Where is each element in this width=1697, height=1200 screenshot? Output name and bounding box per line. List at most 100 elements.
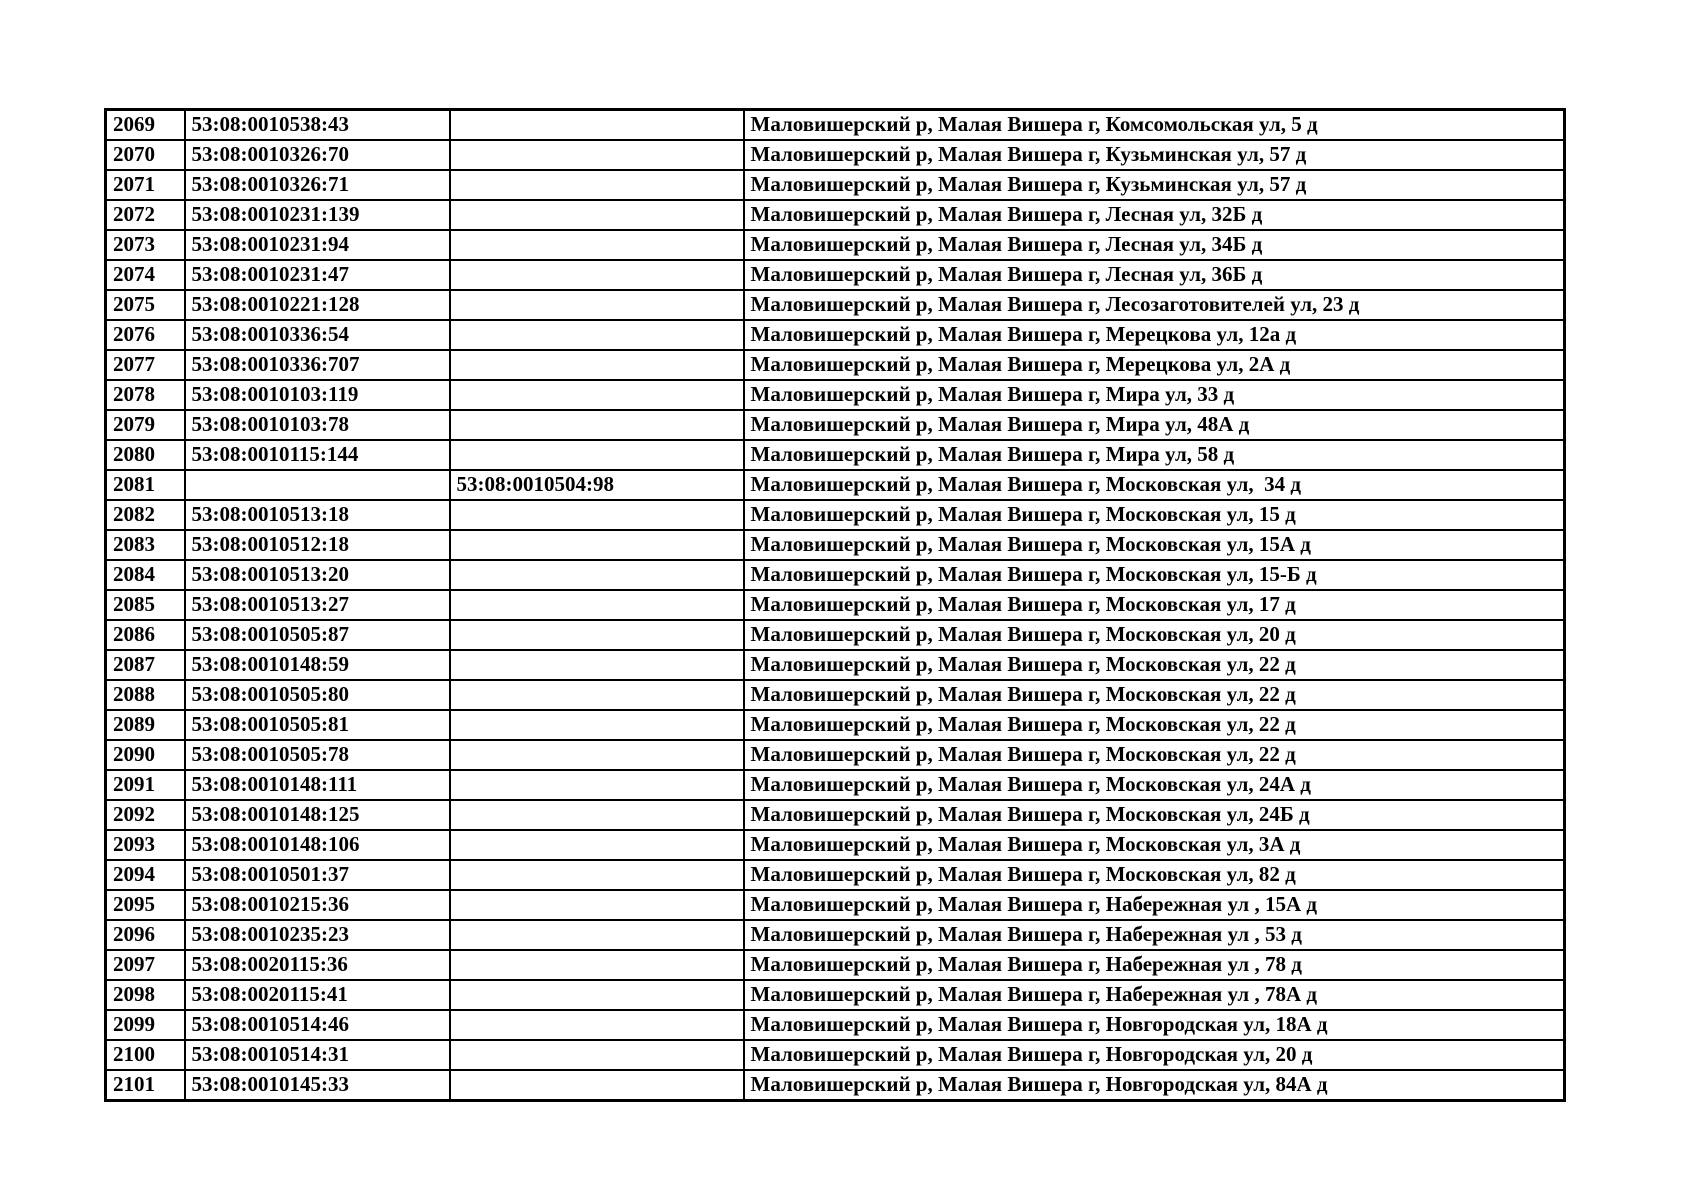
secondary-cadastral-number-cell xyxy=(448,1069,745,1102)
secondary-cadastral-number-cell xyxy=(448,919,745,951)
secondary-cadastral-number-cell: 53:08:0010504:98 xyxy=(448,469,745,501)
address-cell: Маловишерский р, Малая Вишера г, Мира ул… xyxy=(742,379,1566,411)
row-number-cell: 2089 xyxy=(104,709,186,741)
cadastral-number-cell: 53:08:0010148:125 xyxy=(183,799,451,831)
address-cell: Маловишерский р, Малая Вишера г, Московс… xyxy=(742,559,1566,591)
address-cell: Маловишерский р, Малая Вишера г, Московс… xyxy=(742,589,1566,621)
row-number-cell: 2101 xyxy=(104,1069,186,1102)
address-cell: Маловишерский р, Малая Вишера г, Московс… xyxy=(742,709,1566,741)
address-cell: Маловишерский р, Малая Вишера г, Мерецко… xyxy=(742,349,1566,381)
cadastral-number-cell: 53:08:0010148:59 xyxy=(183,649,451,681)
secondary-cadastral-number-cell xyxy=(448,1009,745,1041)
address-cell: Маловишерский р, Малая Вишера г, Мира ул… xyxy=(742,439,1566,471)
cadastral-number-cell: 53:08:0010221:128 xyxy=(183,289,451,321)
table-row: 2083 53:08:0010512:18 Маловишерский р, М… xyxy=(104,529,1566,561)
row-number-cell: 2073 xyxy=(104,229,186,261)
address-cell: Маловишерский р, Малая Вишера г, Новгоро… xyxy=(742,1039,1566,1071)
table-row: 2096 53:08:0010235:23 Маловишерский р, М… xyxy=(104,919,1566,951)
address-cell: Маловишерский р, Малая Вишера г, Московс… xyxy=(742,799,1566,831)
secondary-cadastral-number-cell xyxy=(448,679,745,711)
cadastral-number-cell: 53:08:0010512:18 xyxy=(183,529,451,561)
table-row: 2090 53:08:0010505:78 Маловишерский р, М… xyxy=(104,739,1566,771)
table-row: 2075 53:08:0010221:128 Маловишерский р, … xyxy=(104,289,1566,321)
row-number-cell: 2070 xyxy=(104,139,186,171)
row-number-cell: 2071 xyxy=(104,169,186,201)
secondary-cadastral-number-cell xyxy=(448,169,745,201)
row-number-cell: 2090 xyxy=(104,739,186,771)
table-row: 2084 53:08:0010513:20 Маловишерский р, М… xyxy=(104,559,1566,591)
row-number-cell: 2080 xyxy=(104,439,186,471)
address-cell: Маловишерский р, Малая Вишера г, Московс… xyxy=(742,859,1566,891)
table-row: 2091 53:08:0010148:111 Маловишерский р, … xyxy=(104,769,1566,801)
table-row: 2098 53:08:0020115:41 Маловишерский р, М… xyxy=(104,979,1566,1011)
row-number-cell: 2086 xyxy=(104,619,186,651)
table-row: 2079 53:08:0010103:78 Маловишерский р, М… xyxy=(104,409,1566,441)
table-row: 2086 53:08:0010505:87 Маловишерский р, М… xyxy=(104,619,1566,651)
table-row: 2080 53:08:0010115:144 Маловишерский р, … xyxy=(104,439,1566,471)
cadastral-number-cell: 53:08:0010231:94 xyxy=(183,229,451,261)
cadastral-number-cell: 53:08:0010514:31 xyxy=(183,1039,451,1071)
cadastral-number-cell: 53:08:0010231:47 xyxy=(183,259,451,291)
secondary-cadastral-number-cell xyxy=(448,619,745,651)
cadastral-number-cell: 53:08:0010513:20 xyxy=(183,559,451,591)
table-row: 2099 53:08:0010514:46 Маловишерский р, М… xyxy=(104,1009,1566,1041)
table-row: 2070 53:08:0010326:70 Маловишерский р, М… xyxy=(104,139,1566,171)
cadastral-number-cell: 53:08:0010103:119 xyxy=(183,379,451,411)
address-cell: Маловишерский р, Малая Вишера г, Новгоро… xyxy=(742,1069,1566,1102)
cadastral-number-cell: 53:08:0010505:81 xyxy=(183,709,451,741)
cadastral-number-cell: 53:08:0010336:707 xyxy=(183,349,451,381)
cadastral-number-cell xyxy=(183,469,451,501)
secondary-cadastral-number-cell xyxy=(448,949,745,981)
row-number-cell: 2077 xyxy=(104,349,186,381)
secondary-cadastral-number-cell xyxy=(448,799,745,831)
row-number-cell: 2096 xyxy=(104,919,186,951)
table-row: 2072 53:08:0010231:139 Маловишерский р, … xyxy=(104,199,1566,231)
row-number-cell: 2093 xyxy=(104,829,186,861)
cadastral-table-body: 2069 53:08:0010538:43 Маловишерский р, М… xyxy=(104,108,1566,1102)
secondary-cadastral-number-cell xyxy=(448,199,745,231)
cadastral-number-cell: 53:08:0010505:87 xyxy=(183,619,451,651)
secondary-cadastral-number-cell xyxy=(448,1039,745,1071)
row-number-cell: 2076 xyxy=(104,319,186,351)
secondary-cadastral-number-cell xyxy=(448,439,745,471)
table-row: 2076 53:08:0010336:54 Маловишерский р, М… xyxy=(104,319,1566,351)
cadastral-number-cell: 53:08:0010326:71 xyxy=(183,169,451,201)
table-row: 2082 53:08:0010513:18 Маловишерский р, М… xyxy=(104,499,1566,531)
cadastral-number-cell: 53:08:0020115:41 xyxy=(183,979,451,1011)
address-cell: Маловишерский р, Малая Вишера г, Московс… xyxy=(742,829,1566,861)
row-number-cell: 2100 xyxy=(104,1039,186,1071)
secondary-cadastral-number-cell xyxy=(448,108,745,141)
address-cell: Маловишерский р, Малая Вишера г, Лесная … xyxy=(742,259,1566,291)
table-row: 2089 53:08:0010505:81 Маловишерский р, М… xyxy=(104,709,1566,741)
address-cell: Маловишерский р, Малая Вишера г, Набереж… xyxy=(742,979,1566,1011)
table-row: 2101 53:08:0010145:33 Маловишерский р, М… xyxy=(104,1069,1566,1102)
address-cell: Маловишерский р, Малая Вишера г, Лесная … xyxy=(742,229,1566,261)
cadastral-number-cell: 53:08:0010115:144 xyxy=(183,439,451,471)
address-cell: Маловишерский р, Малая Вишера г, Московс… xyxy=(742,769,1566,801)
table-row: 2081 53:08:0010504:98 Маловишерский р, М… xyxy=(104,469,1566,501)
address-cell: Маловишерский р, Малая Вишера г, Набереж… xyxy=(742,919,1566,951)
secondary-cadastral-number-cell xyxy=(448,529,745,561)
address-cell: Маловишерский р, Малая Вишера г, Кузьмин… xyxy=(742,139,1566,171)
row-number-cell: 2072 xyxy=(104,199,186,231)
cadastral-number-cell: 53:08:0010103:78 xyxy=(183,409,451,441)
cadastral-number-cell: 53:08:0010336:54 xyxy=(183,319,451,351)
secondary-cadastral-number-cell xyxy=(448,889,745,921)
table-row: 2085 53:08:0010513:27 Маловишерский р, М… xyxy=(104,589,1566,621)
address-cell: Маловишерский р, Малая Вишера г, Московс… xyxy=(742,469,1566,501)
address-cell: Маловишерский р, Малая Вишера г, Набереж… xyxy=(742,889,1566,921)
row-number-cell: 2082 xyxy=(104,499,186,531)
table-row: 2088 53:08:0010505:80 Маловишерский р, М… xyxy=(104,679,1566,711)
table-row: 2073 53:08:0010231:94 Маловишерский р, М… xyxy=(104,229,1566,261)
row-number-cell: 2081 xyxy=(104,469,186,501)
secondary-cadastral-number-cell xyxy=(448,499,745,531)
address-cell: Маловишерский р, Малая Вишера г, Лесная … xyxy=(742,199,1566,231)
secondary-cadastral-number-cell xyxy=(448,589,745,621)
table-row: 2097 53:08:0020115:36 Маловишерский р, М… xyxy=(104,949,1566,981)
row-number-cell: 2097 xyxy=(104,949,186,981)
cadastral-number-cell: 53:08:0010145:33 xyxy=(183,1069,451,1102)
secondary-cadastral-number-cell xyxy=(448,379,745,411)
cadastral-number-cell: 53:08:0010505:80 xyxy=(183,679,451,711)
address-cell: Маловишерский р, Малая Вишера г, Московс… xyxy=(742,499,1566,531)
